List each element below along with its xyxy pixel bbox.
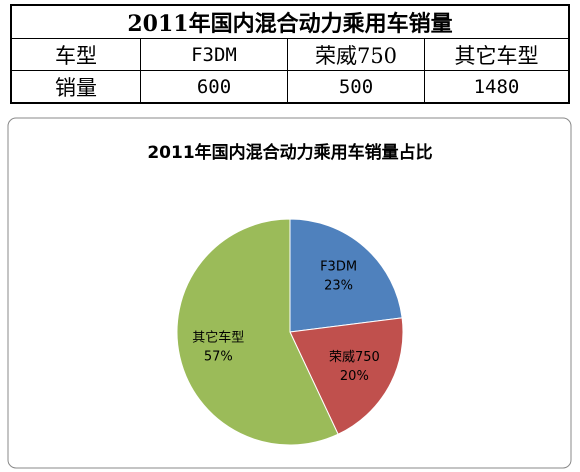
pie-slice xyxy=(176,218,339,446)
cell: 销量 xyxy=(10,70,141,104)
cell: 其它车型 xyxy=(424,38,570,71)
sales-table: 2011年国内混合动力乘用车销量 车型 F3DM 荣威750 其它车型 销量 6… xyxy=(10,4,570,104)
pie-slice xyxy=(289,218,403,333)
slice-label: 荣威750 xyxy=(329,350,380,365)
slice-value-label: 57% xyxy=(204,350,233,365)
chart-title: 2011年国内混合动力乘用车销量占比 xyxy=(147,142,432,163)
cell: 500 xyxy=(287,70,425,104)
cell: 荣威750 xyxy=(287,38,425,71)
cell: 车型 xyxy=(10,38,141,71)
cell: 1480 xyxy=(424,70,570,104)
slice-label: F3DM xyxy=(320,259,357,274)
pie-slice xyxy=(289,317,404,435)
slice-value-label: 20% xyxy=(340,369,369,384)
cell: F3DM xyxy=(140,38,288,71)
slice-label: 其它车型 xyxy=(192,330,244,346)
cell: 600 xyxy=(140,70,288,104)
slice-value-label: 23% xyxy=(324,278,353,293)
